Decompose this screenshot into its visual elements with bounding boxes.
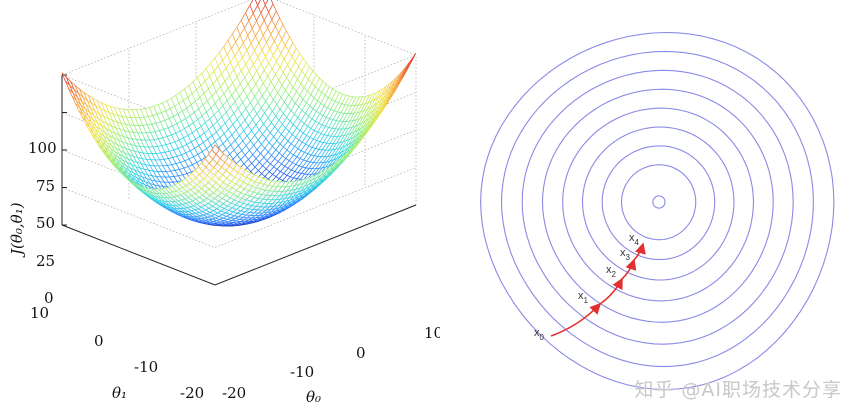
watermark-text: 知乎 @AI职场技术分享 — [634, 379, 842, 401]
point-label-x1: x1 — [578, 290, 589, 305]
descent-point-labels: x0 x1 x2 x3 x4 — [534, 232, 640, 342]
descent-step-arrow — [550, 302, 602, 337]
contour-ring — [562, 107, 755, 302]
contour-ring — [500, 50, 814, 368]
point-label-x3: x3 — [620, 247, 631, 262]
contour-ring — [581, 126, 735, 281]
surface-cell — [262, 0, 269, 6]
z-gridline — [61, 167, 417, 248]
z-gridline — [61, 129, 417, 211]
axis-frame-bottom — [61, 204, 417, 286]
contour-ring — [601, 145, 716, 261]
descent-step-arrow — [599, 277, 623, 305]
surface-mesh — [61, 0, 417, 227]
z-gridline — [61, 54, 417, 136]
point-label-x2: x2 — [606, 264, 617, 279]
contour-ring — [620, 164, 697, 241]
point-label-x4: x4 — [629, 232, 640, 247]
box-top-edge — [61, 0, 417, 76]
descent-step-arrow — [621, 258, 637, 280]
point-label-x0: x0 — [534, 327, 545, 342]
contour-ring — [652, 195, 666, 209]
cost-surface-plot: 100 75 50 25 0 J(θ₀,θ₁) 10 0 -10 -20 θ₁ … — [8, 0, 440, 406]
contour-ring — [541, 88, 774, 323]
